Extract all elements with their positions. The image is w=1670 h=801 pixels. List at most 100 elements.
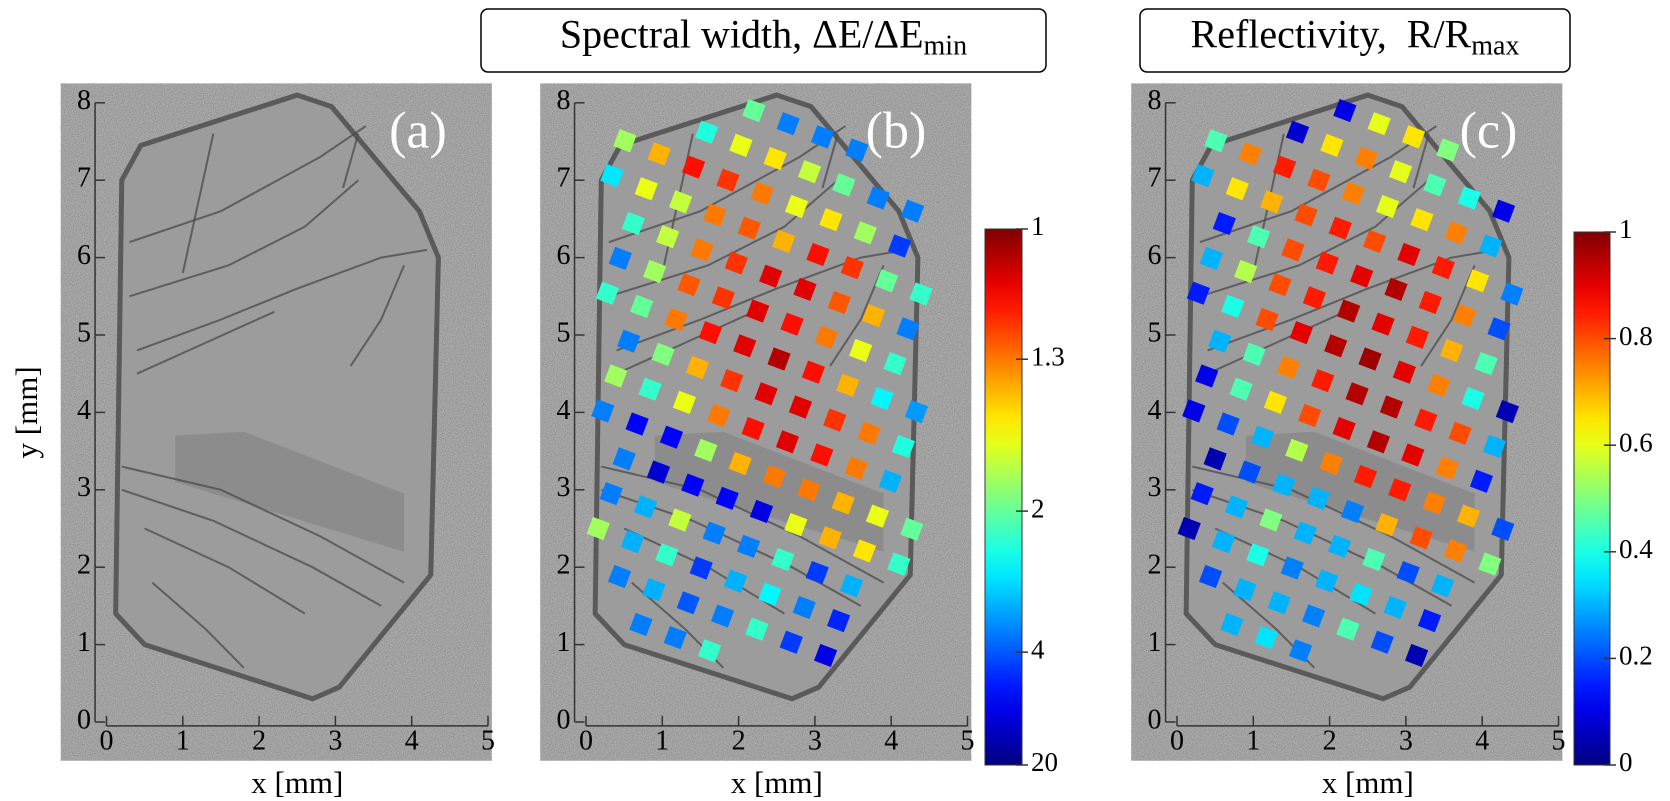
data-square bbox=[1384, 277, 1408, 301]
y-tick-label: 4 bbox=[1148, 395, 1162, 426]
data-square bbox=[1453, 304, 1477, 328]
data-square bbox=[1293, 521, 1317, 545]
data-square bbox=[1324, 334, 1348, 358]
data-square bbox=[629, 612, 653, 637]
data-square bbox=[805, 561, 829, 585]
y-tick-label: 0 bbox=[557, 704, 571, 735]
data-square bbox=[664, 307, 688, 332]
data-square bbox=[1417, 609, 1442, 633]
data-square bbox=[663, 626, 687, 650]
y-tick-label: 5 bbox=[557, 317, 571, 348]
x-tick-label: 2 bbox=[732, 725, 746, 756]
data-square bbox=[1204, 129, 1228, 153]
x-axis-title: x [mm] bbox=[1322, 765, 1414, 800]
data-square bbox=[1238, 142, 1262, 166]
crack bbox=[616, 248, 907, 352]
data-square bbox=[1354, 146, 1378, 171]
crystal-band bbox=[654, 431, 884, 552]
data-square bbox=[1337, 299, 1361, 323]
data-square bbox=[840, 256, 864, 280]
data-square bbox=[852, 539, 877, 563]
data-square bbox=[887, 552, 911, 576]
y-tick-label: 7 bbox=[1148, 163, 1162, 194]
data-square bbox=[617, 329, 641, 353]
data-square bbox=[1401, 125, 1426, 149]
data-square bbox=[1440, 338, 1464, 363]
data-square bbox=[810, 125, 835, 149]
data-square bbox=[1281, 238, 1305, 262]
data-square bbox=[1229, 377, 1253, 401]
data-square bbox=[716, 168, 740, 192]
data-square bbox=[676, 591, 700, 615]
x-tick-label: 3 bbox=[808, 725, 822, 756]
y-axis-title: y [mm] bbox=[9, 366, 44, 458]
x-tick-label: 1 bbox=[176, 725, 190, 756]
data-square bbox=[1362, 547, 1386, 572]
y-tick-label: 6 bbox=[557, 240, 571, 271]
data-square bbox=[599, 482, 623, 506]
data-square bbox=[625, 412, 649, 436]
data-square bbox=[723, 569, 748, 593]
x-tick-label: 2 bbox=[252, 725, 266, 756]
data-square bbox=[1410, 208, 1434, 232]
data-square bbox=[1285, 438, 1309, 462]
data-square bbox=[1436, 138, 1460, 162]
data-square bbox=[1491, 517, 1515, 541]
data-square bbox=[1397, 242, 1421, 267]
data-square bbox=[1466, 269, 1490, 293]
data-square bbox=[736, 534, 761, 558]
data-square bbox=[608, 246, 632, 270]
data-square bbox=[707, 403, 731, 428]
data-square bbox=[771, 547, 795, 572]
data-square bbox=[776, 112, 800, 136]
data-square bbox=[813, 643, 838, 668]
crack bbox=[121, 465, 405, 584]
data-square bbox=[1366, 430, 1391, 454]
crack bbox=[151, 581, 245, 669]
data-square bbox=[1487, 317, 1511, 341]
data-square bbox=[607, 564, 632, 589]
data-square bbox=[659, 425, 684, 449]
data-square bbox=[1225, 177, 1249, 201]
data-square bbox=[1409, 526, 1433, 550]
x-axis-title: x [mm] bbox=[731, 765, 823, 800]
y-tick-label: 1 bbox=[557, 627, 571, 658]
data-square bbox=[634, 177, 658, 201]
title-main: Spectral width, ΔE/ΔE bbox=[560, 12, 924, 57]
data-square bbox=[1478, 552, 1502, 576]
data-square bbox=[1336, 617, 1360, 641]
data-square bbox=[810, 443, 834, 467]
crystal-band bbox=[175, 431, 405, 552]
data-square bbox=[1363, 229, 1387, 253]
data-square bbox=[715, 486, 739, 510]
panel: 0 1 2 3 4 5 6 7 8 0 1 2 3 4 5 (c) x [mm] Reflectivity, R/… bbox=[1131, 8, 1653, 800]
crystal bbox=[113, 92, 441, 702]
data-square bbox=[849, 338, 873, 363]
data-square bbox=[1341, 181, 1365, 205]
data-square bbox=[1461, 386, 1485, 411]
data-square bbox=[1474, 352, 1498, 376]
data-square bbox=[669, 190, 693, 214]
data-square bbox=[1289, 639, 1313, 663]
data-square bbox=[836, 373, 860, 397]
data-square bbox=[792, 595, 816, 620]
data-square bbox=[772, 229, 796, 253]
crack bbox=[829, 264, 885, 367]
data-square bbox=[1212, 211, 1236, 236]
data-square bbox=[763, 146, 787, 171]
crack bbox=[1412, 133, 1430, 189]
x-tick-label: 5 bbox=[481, 725, 495, 756]
data-square bbox=[1255, 307, 1279, 332]
data-square bbox=[1456, 504, 1481, 528]
data-square bbox=[1448, 421, 1472, 445]
data-square bbox=[759, 264, 783, 288]
x-tick-label: 4 bbox=[1475, 725, 1489, 756]
y-tick-label: 6 bbox=[1148, 240, 1162, 271]
data-square bbox=[870, 386, 894, 411]
x-tick-label: 5 bbox=[961, 725, 975, 756]
x-tick-label: 1 bbox=[1246, 725, 1260, 756]
y-tick-label: 1 bbox=[77, 627, 91, 658]
data-square bbox=[728, 451, 752, 476]
y-tick-label: 2 bbox=[77, 550, 91, 581]
y-tick-label: 3 bbox=[1148, 472, 1162, 503]
